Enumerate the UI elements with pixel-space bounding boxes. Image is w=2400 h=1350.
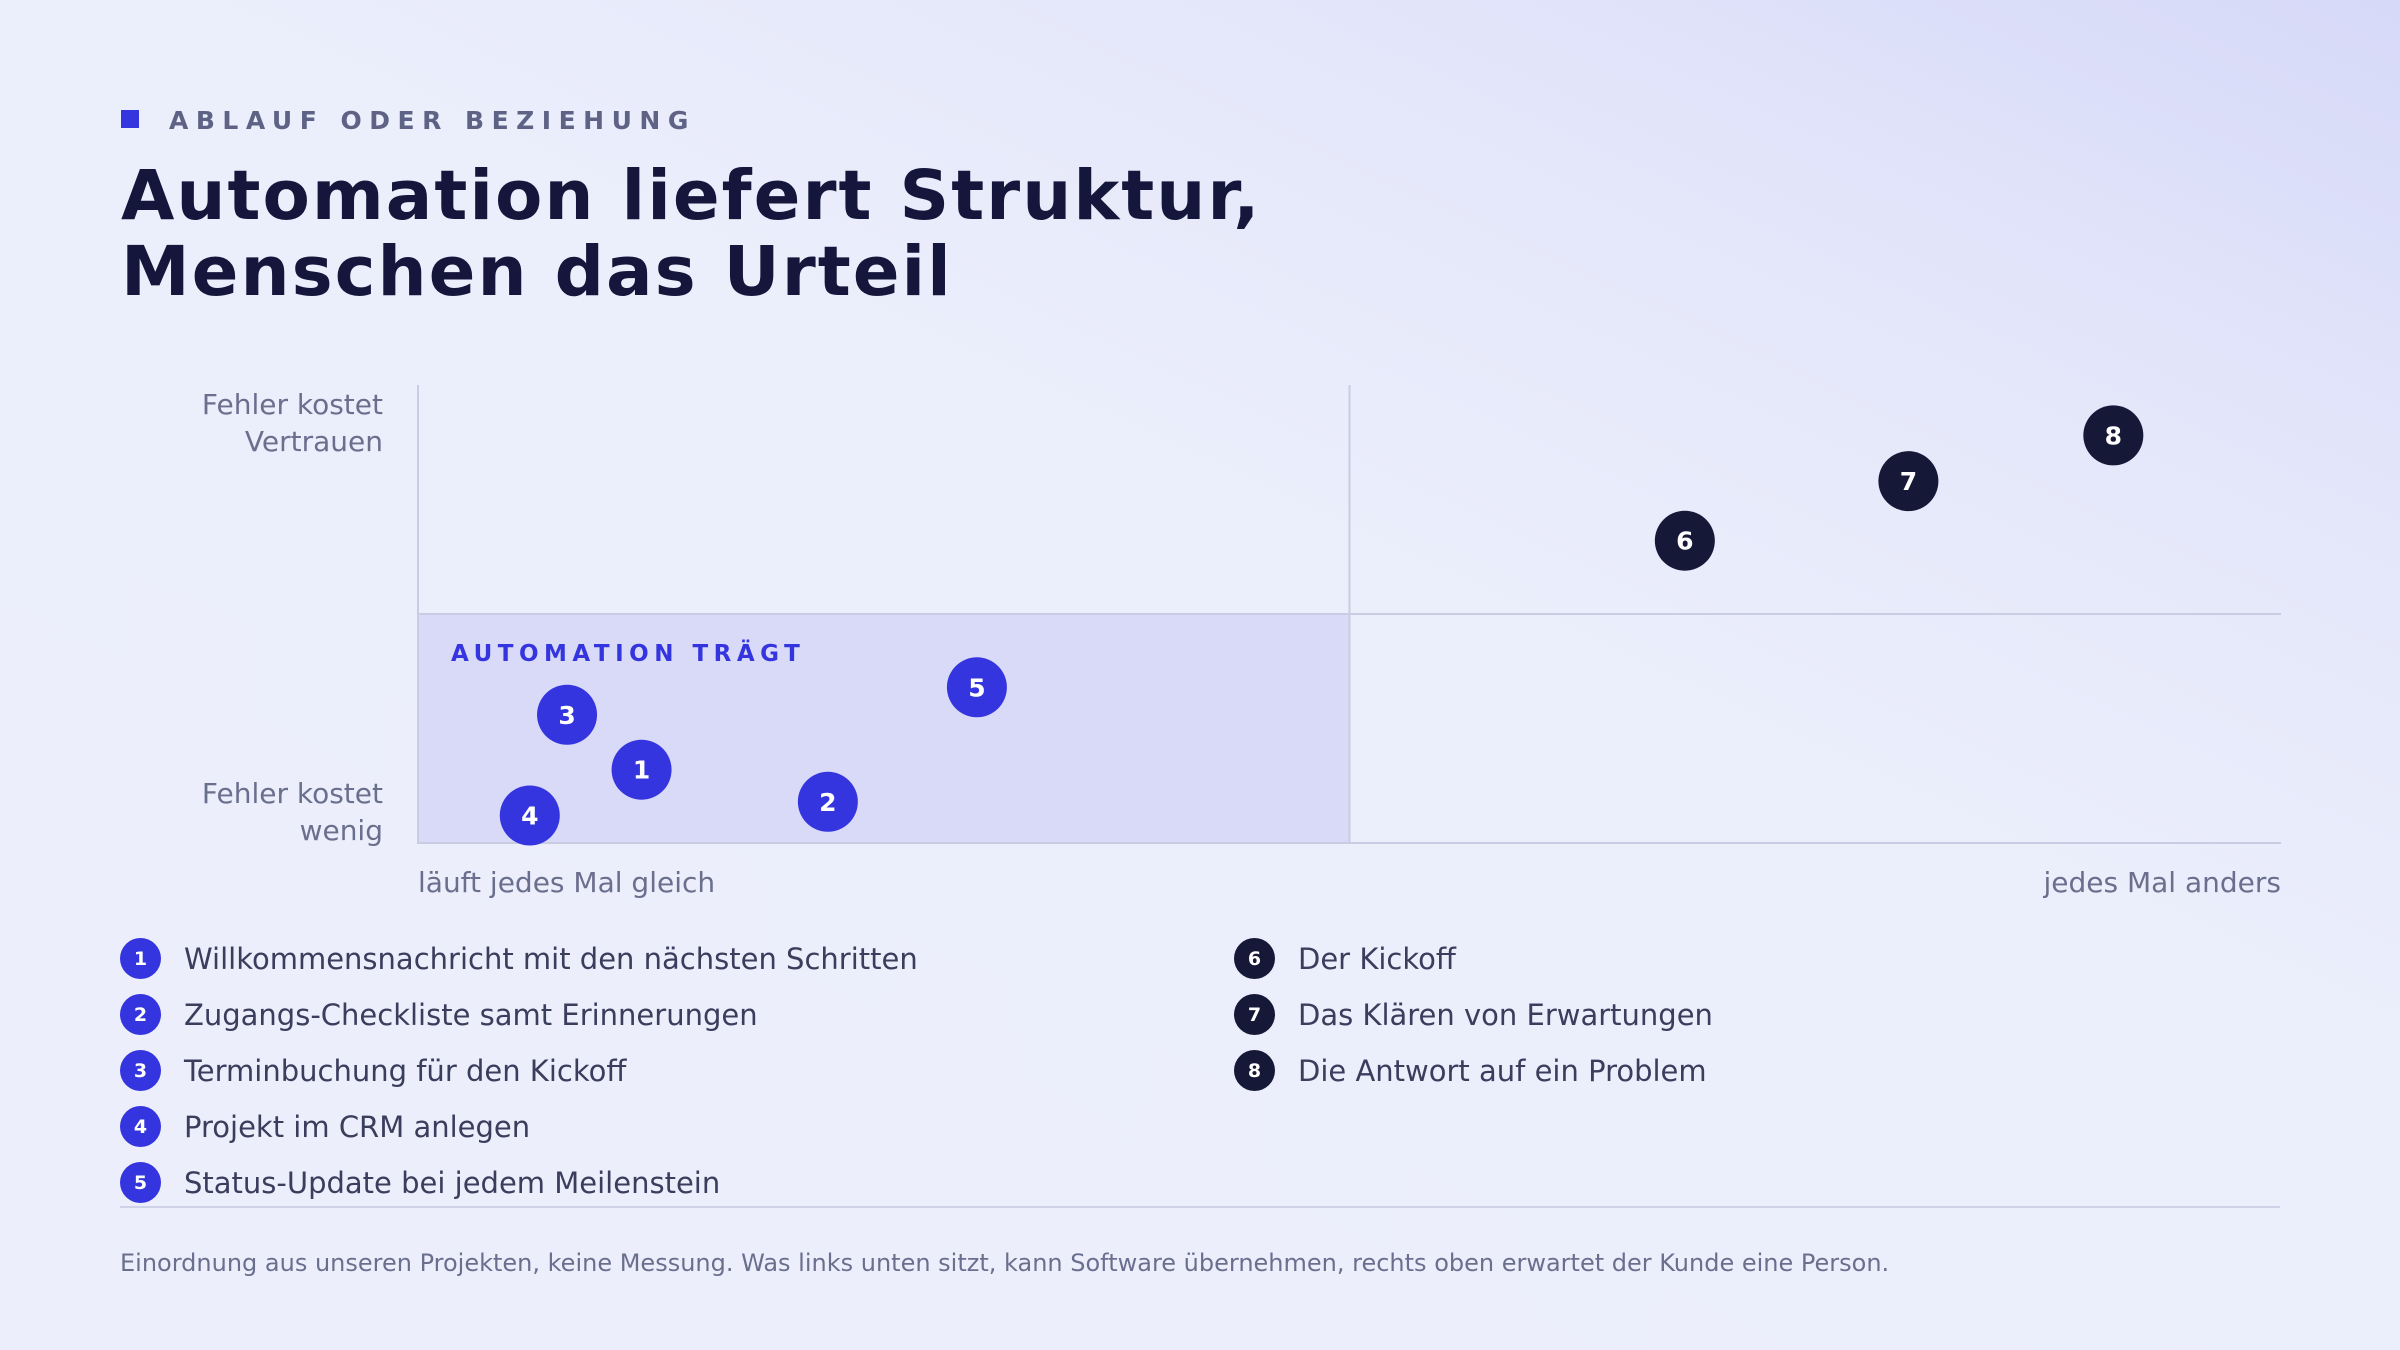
data-point-label: 5 <box>968 673 985 702</box>
legend-human: 6 Der Kickoff 7 Das Klären von Erwartungen 8… <box>1234 938 1713 1106</box>
data-point-label: 8 <box>2105 421 2122 450</box>
x-axis-label-right: jedes Mal anders <box>2043 866 2282 899</box>
zone-label: AUTOMATION TRÄGT <box>451 639 805 667</box>
legend-label: Status-Update bei jedem Meilenstein <box>184 1165 721 1200</box>
legend-label: Die Antwort auf ein Problem <box>1298 1053 1707 1088</box>
data-point-2: 2 <box>797 771 858 832</box>
legend-number-badge: 3 <box>120 1050 161 1091</box>
footer-note: Einordnung aus unseren Projekten, keine … <box>120 1249 1890 1277</box>
data-point-7: 7 <box>1878 451 1939 512</box>
data-point-marker <box>2083 405 2144 466</box>
legend-item: 1 Willkommensnachricht mit den nächsten S… <box>120 938 918 979</box>
data-point-6: 6 <box>1654 510 1715 571</box>
title-line-2: Menschen das Urteil <box>121 232 953 312</box>
legend-item: 3 Terminbuchung für den Kickoff <box>120 1050 918 1091</box>
legend-label: Terminbuchung für den Kickoff <box>184 1053 627 1088</box>
ylabel-top-line: Vertrauen <box>245 425 383 458</box>
data-point-label: 2 <box>819 788 836 817</box>
title-line-1: Automation liefert Struktur, <box>121 156 1262 236</box>
y-axis-label-bottom: Fehler kostet wenig <box>202 777 383 847</box>
legend-number-badge: 8 <box>1234 1050 1275 1091</box>
legend-number-badge: 4 <box>120 1106 161 1147</box>
ylabel-bottom-line: Fehler kostet <box>202 777 383 810</box>
footer-divider <box>120 1206 2280 1208</box>
legend-item: 6 Der Kickoff <box>1234 938 1713 979</box>
eyebrow-text: ABLAUF ODER BEZIEHUNG <box>169 106 696 135</box>
data-point-8: 8 <box>2083 405 2144 466</box>
legend-item: 5 Status-Update bei jedem Meilenstein <box>120 1162 918 1203</box>
data-point-label: 4 <box>521 802 538 831</box>
eyebrow: ABLAUF ODER BEZIEHUNG <box>121 106 696 135</box>
legend-item: 7 Das Klären von Erwartungen <box>1234 994 1713 1035</box>
legend-number-badge: 5 <box>120 1162 161 1203</box>
legend-label: Willkommensnachricht mit den nächsten Sc… <box>184 941 918 976</box>
data-point-marker <box>946 657 1007 718</box>
legend-label: Projekt im CRM anlegen <box>184 1109 531 1144</box>
legend-automation: 1 Willkommensnachricht mit den nächsten S… <box>120 938 918 1218</box>
data-point-3: 3 <box>537 684 598 745</box>
data-point-marker <box>611 739 672 800</box>
ylabel-top-line: Fehler kostet <box>202 388 383 421</box>
legend-label: Das Klären von Erwartungen <box>1298 997 1713 1032</box>
data-point-4: 4 <box>499 785 560 846</box>
data-point-5: 5 <box>946 657 1007 718</box>
quadrant-chart: AUTOMATION TRÄGT Fehler kostet Vertrauen … <box>202 385 2282 899</box>
data-point-label: 7 <box>1900 467 1917 496</box>
data-points: 1 2 3 4 5 6 7 8 <box>499 405 2144 846</box>
legend-number-badge: 7 <box>1234 994 1275 1035</box>
data-point-label: 6 <box>1676 527 1693 556</box>
legend-item: 8 Die Antwort auf ein Problem <box>1234 1050 1713 1091</box>
legend-number-badge: 2 <box>120 994 161 1035</box>
data-point-marker <box>1878 451 1939 512</box>
y-axis-label-top: Fehler kostet Vertrauen <box>202 388 383 458</box>
data-point-marker <box>537 684 598 745</box>
legend-number-badge: 6 <box>1234 938 1275 979</box>
data-point-marker <box>1654 510 1715 571</box>
legend-number-badge: 1 <box>120 938 161 979</box>
ylabel-bottom-line: wenig <box>300 814 383 847</box>
legend-item: 4 Projekt im CRM anlegen <box>120 1106 918 1147</box>
data-point-label: 3 <box>558 701 575 730</box>
legend-item: 2 Zugangs-Checkliste samt Erinnerungen <box>120 994 918 1035</box>
data-point-label: 1 <box>633 756 650 785</box>
x-axis-label-left: läuft jedes Mal gleich <box>418 866 715 899</box>
data-point-marker <box>797 771 858 832</box>
legend-label: Der Kickoff <box>1298 941 1456 976</box>
data-point-1: 1 <box>611 739 672 800</box>
page-title: Automation liefert Struktur, Menschen da… <box>121 158 1261 310</box>
legend-label: Zugangs-Checkliste samt Erinnerungen <box>184 997 758 1032</box>
data-point-marker <box>499 785 560 846</box>
eyebrow-square-icon <box>121 109 139 128</box>
